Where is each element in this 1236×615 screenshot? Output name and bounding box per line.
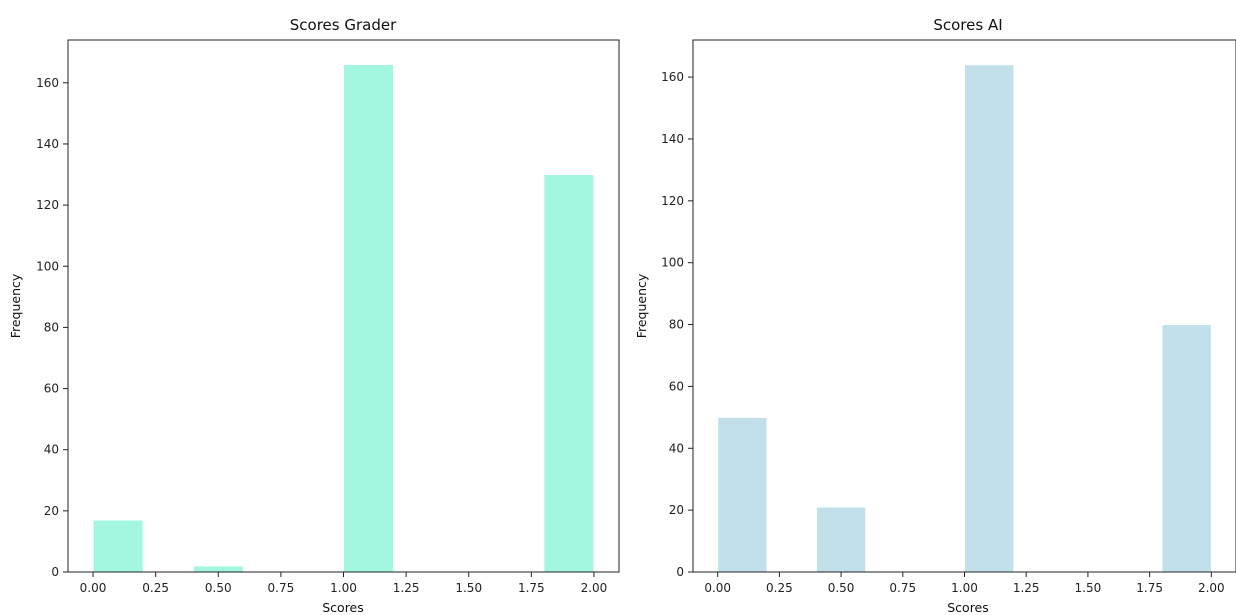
y-tick-label: 120 <box>661 194 684 208</box>
x-tick-label: 1.25 <box>393 581 420 595</box>
x-tick-label: 2.00 <box>1198 581 1225 595</box>
y-tick-label: 140 <box>661 132 684 146</box>
y-tick-label: 20 <box>44 504 59 518</box>
y-tick-label: 0 <box>51 565 59 579</box>
x-tick-label: 0.00 <box>704 581 731 595</box>
x-tick-label: 0.00 <box>80 581 107 595</box>
x-tick-label: 0.75 <box>889 581 916 595</box>
y-tick-label: 160 <box>36 76 59 90</box>
x-tick-label: 0.25 <box>766 581 793 595</box>
chart-scores-grader: Scores Grader Scores Frequency 0.00 0.25 0… <box>8 16 620 615</box>
x-tick-label: 1.50 <box>455 581 482 595</box>
x-axis-label: Scores <box>947 600 989 615</box>
y-tick-label: 40 <box>669 441 684 455</box>
chart-scores-ai: Scores AI Scores Frequency 0.00 0.25 0.50 0… <box>634 16 1236 615</box>
y-tick-label: 60 <box>669 379 684 393</box>
x-tick-label: 1.25 <box>1013 581 1040 595</box>
x-tick-label: 1.00 <box>951 581 978 595</box>
x-tick-label: 0.25 <box>142 581 169 595</box>
x-tick-label: 1.75 <box>1136 581 1163 595</box>
y-axis-label: Frequency <box>634 273 649 338</box>
x-tick-label: 1.50 <box>1075 581 1102 595</box>
y-tick-label: 80 <box>44 320 59 334</box>
x-tick-label: 0.50 <box>205 581 232 595</box>
y-tick-label: 140 <box>36 137 59 151</box>
y-tick-label: 100 <box>36 259 59 273</box>
x-tick-label: 2.00 <box>581 581 608 595</box>
bar-3 <box>543 174 595 573</box>
y-tick-label: 20 <box>669 503 684 517</box>
bar-1 <box>192 565 244 573</box>
x-tick-label: 1.00 <box>330 581 357 595</box>
bar-1 <box>815 506 867 573</box>
y-tick-label: 160 <box>661 70 684 84</box>
bar-3 <box>1161 324 1212 573</box>
x-tick-label: 0.75 <box>268 581 295 595</box>
x-tick-label: 0.50 <box>828 581 855 595</box>
y-tick-label: 120 <box>36 198 59 212</box>
y-tick-label: 100 <box>661 256 684 270</box>
x-axis-label: Scores <box>322 600 364 615</box>
y-tick-label: 0 <box>676 565 684 579</box>
x-tick-label: 1.75 <box>518 581 545 595</box>
chart-title: Scores Grader <box>290 16 397 34</box>
bar-0 <box>92 519 144 573</box>
y-tick-label: 40 <box>44 443 59 457</box>
y-axis-label: Frequency <box>8 273 23 338</box>
chart-title: Scores AI <box>933 16 1002 34</box>
bar-2 <box>964 64 1015 573</box>
y-tick-label: 80 <box>669 318 684 332</box>
bar-0 <box>717 416 768 573</box>
bar-2 <box>343 63 395 573</box>
y-tick-label: 60 <box>44 382 59 396</box>
